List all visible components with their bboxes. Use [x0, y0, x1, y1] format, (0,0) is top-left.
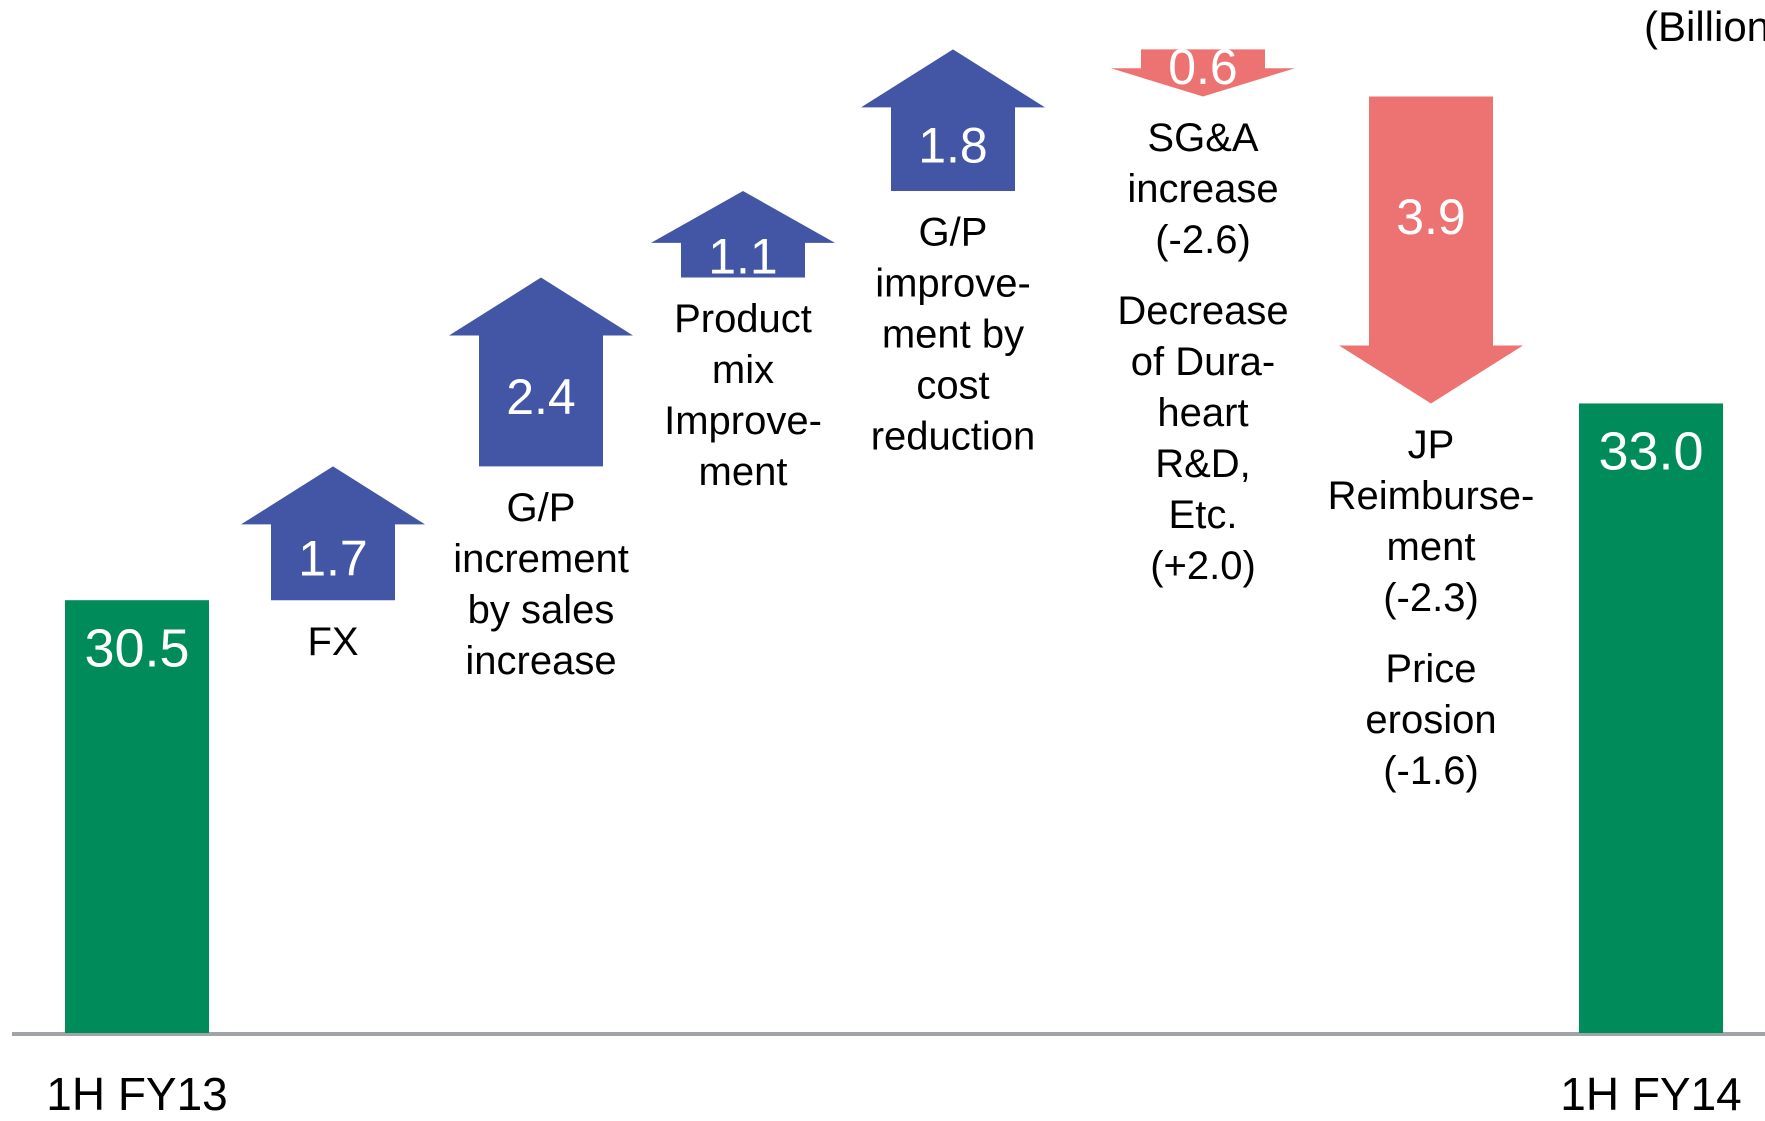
step-annotation: by sales	[468, 588, 615, 632]
step-annotation: heart	[1157, 391, 1248, 435]
step-annotation: Improve-	[664, 399, 822, 443]
increase-arrow	[241, 466, 425, 601]
value-label: 1.7	[298, 531, 368, 587]
step-annotation: (-2.6)	[1155, 218, 1251, 262]
unit-label: (Billions of yen)	[1644, 3, 1765, 50]
step-annotation: increase	[465, 639, 616, 683]
step-annotation: of Dura-	[1131, 340, 1276, 384]
step-annotation: Reimburse-	[1328, 474, 1535, 518]
value-label: 30.5	[84, 618, 189, 678]
step-annotation: mix	[712, 348, 774, 392]
step-annotation: ment by	[882, 313, 1024, 357]
value-label: 1.8	[918, 117, 988, 173]
step-annotation: Product	[674, 297, 812, 341]
decrease-arrow	[1339, 96, 1523, 404]
decrease-arrow	[1111, 49, 1295, 97]
value-label: 0.6	[1168, 39, 1238, 95]
step-annotation: Decrease	[1117, 289, 1288, 333]
step-annotation: cost	[916, 364, 989, 408]
step-annotation: Price	[1385, 647, 1476, 691]
value-label: 1.1	[708, 228, 778, 284]
step-annotation: G/P	[919, 211, 988, 255]
step-annotation: reduction	[871, 415, 1036, 459]
step-annotation: Etc.	[1169, 493, 1238, 537]
total-bar	[1579, 403, 1723, 1033]
step-annotation: FX	[307, 620, 358, 664]
step-annotation: SG&A	[1147, 116, 1258, 160]
value-label: 3.9	[1396, 189, 1466, 245]
x-tick-label: 1H FY14	[1560, 1068, 1742, 1120]
x-tick-label: 1H FY13	[46, 1068, 228, 1120]
value-label: 33.0	[1598, 422, 1703, 482]
step-annotation: increment	[453, 537, 629, 581]
total-bar	[65, 600, 209, 1033]
step-annotation: G/P	[507, 486, 576, 530]
step-annotation: (-2.3)	[1383, 576, 1479, 620]
step-annotation: (+2.0)	[1150, 544, 1256, 588]
value-label: 2.4	[506, 369, 576, 425]
step-annotation: ment	[699, 450, 788, 494]
step-annotation: R&D,	[1155, 442, 1251, 486]
step-annotation: erosion	[1365, 698, 1496, 742]
increase-arrow	[651, 190, 835, 278]
step-annotation: increase	[1127, 167, 1278, 211]
increase-arrow	[861, 49, 1045, 191]
increase-arrow	[449, 277, 633, 467]
step-annotation: (-1.6)	[1383, 749, 1479, 793]
step-annotation: improve-	[875, 262, 1031, 306]
step-annotation: ment	[1387, 525, 1476, 569]
step-annotation: JP	[1408, 423, 1455, 467]
